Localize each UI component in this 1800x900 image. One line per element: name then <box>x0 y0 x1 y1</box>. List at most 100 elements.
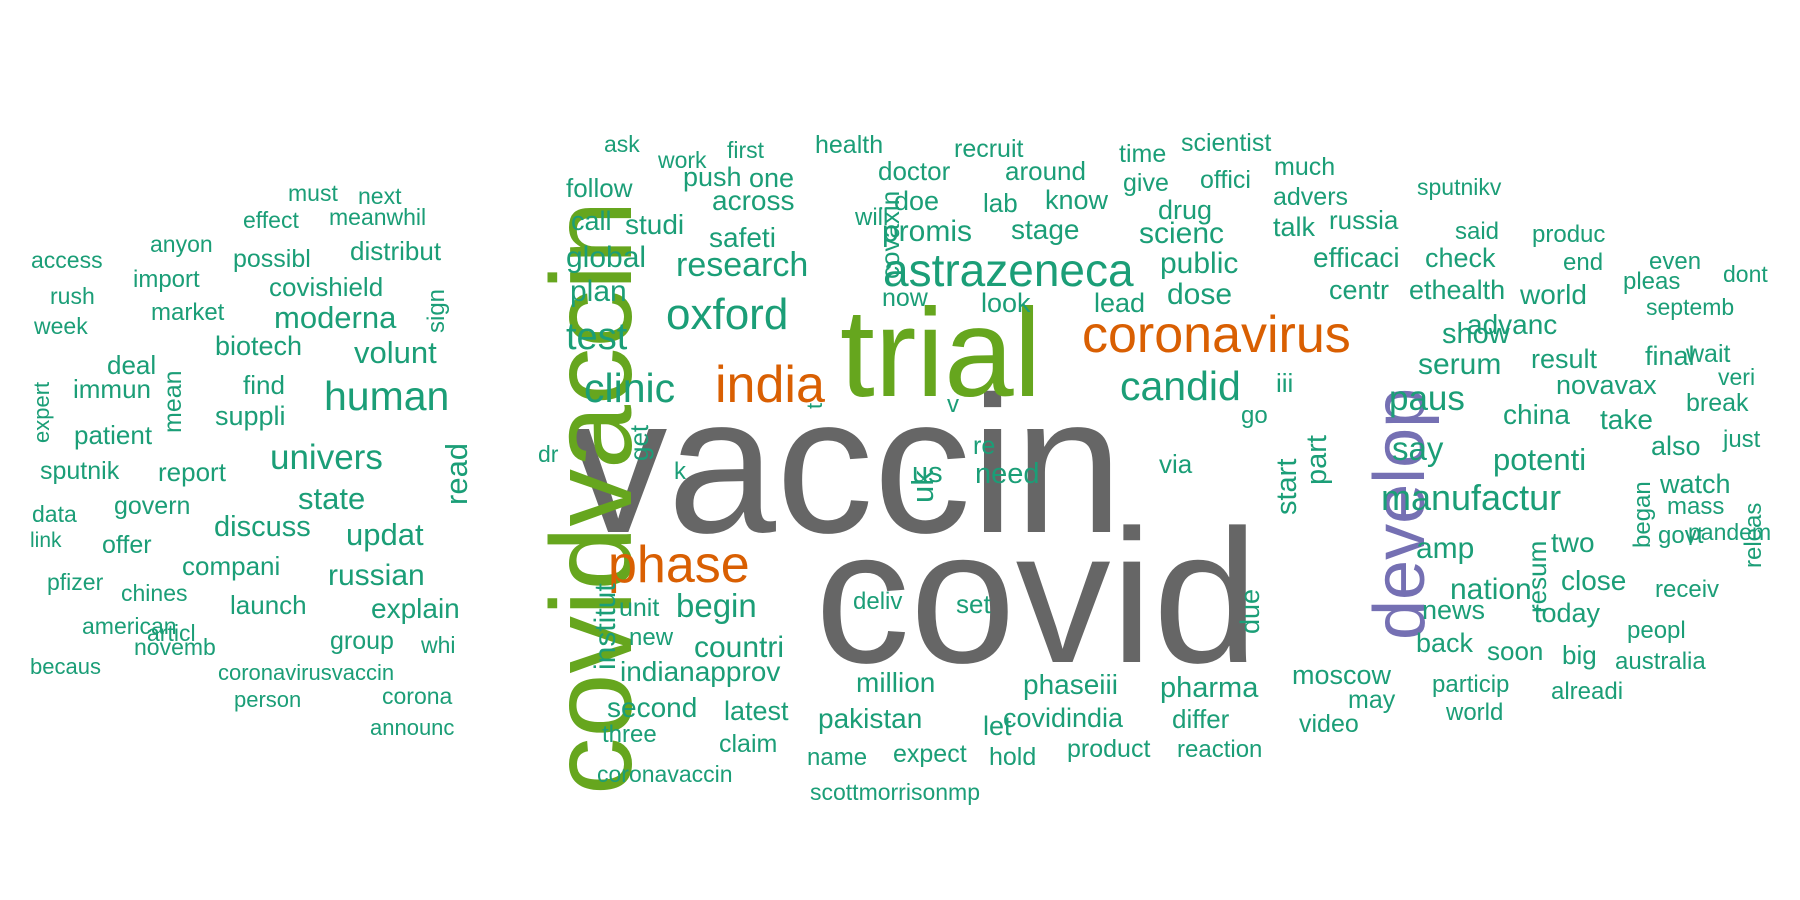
word-cloud-word: latest <box>724 695 789 726</box>
word-cloud-word: group <box>330 626 394 655</box>
word-cloud-word: global <box>566 240 647 274</box>
word-cloud-word: immun <box>73 373 152 404</box>
word-cloud-word: even <box>1649 248 1702 276</box>
word-cloud-word: lab <box>983 187 1018 218</box>
word-cloud-word: need <box>975 458 1040 491</box>
word-cloud-word: re <box>973 431 996 460</box>
word-cloud-word: recruit <box>954 134 1024 163</box>
word-cloud-word: india <box>715 356 825 415</box>
word-cloud-word: part <box>1300 435 1333 485</box>
word-cloud-word: read <box>439 442 475 505</box>
word-cloud-word: updat <box>346 516 424 552</box>
word-cloud-word: today <box>1534 597 1601 628</box>
word-cloud-word: look <box>981 287 1031 318</box>
word-cloud-word: claim <box>719 729 778 758</box>
word-cloud-word: world <box>1520 279 1587 311</box>
word-cloud-word: pleas <box>1623 268 1681 296</box>
word-cloud-word: one <box>749 162 795 193</box>
word-cloud-word: watch <box>1660 468 1731 499</box>
word-cloud-word: veri <box>1718 364 1756 391</box>
word-cloud-word: septemb <box>1646 294 1735 321</box>
word-cloud-word: give <box>1123 168 1169 197</box>
word-cloud-word: new <box>629 624 674 652</box>
word-cloud-word: end <box>1563 249 1604 277</box>
word-cloud-word: discuss <box>214 511 311 544</box>
word-cloud-word: novemb <box>134 634 216 661</box>
word-cloud-word: us <box>912 457 943 490</box>
word-cloud-word: news <box>1422 594 1486 625</box>
word-cloud-word: possibl <box>233 244 311 273</box>
word-cloud-word: trial <box>840 283 1042 423</box>
word-cloud-word: wait <box>1686 339 1731 368</box>
word-cloud-word: countri <box>694 630 785 664</box>
word-cloud-word: across <box>712 185 795 217</box>
word-cloud-word: american <box>82 613 177 640</box>
word-cloud-word: safeti <box>709 222 776 254</box>
word-cloud-word: clinic <box>584 365 676 412</box>
word-cloud-word: video <box>1299 709 1359 738</box>
word-cloud-word: data <box>32 501 77 528</box>
word-cloud-word: dr <box>538 441 559 468</box>
word-cloud-word: australia <box>1615 648 1706 676</box>
word-cloud-word: covid <box>815 490 1259 703</box>
word-cloud-word: becaus <box>30 653 101 679</box>
word-cloud-word: offer <box>102 530 152 559</box>
word-cloud-word: rush <box>50 283 95 310</box>
word-cloud-word: also <box>1651 430 1701 461</box>
word-cloud-word: sign <box>423 288 451 333</box>
word-cloud-word: around <box>1005 155 1086 186</box>
word-cloud-word: stage <box>1011 214 1080 246</box>
word-cloud-word: russian <box>328 558 425 592</box>
word-cloud-word: break <box>1686 388 1749 417</box>
word-cloud-word: access <box>31 247 103 274</box>
word-cloud-word: unit <box>619 593 660 622</box>
word-cloud-word: link <box>30 528 62 552</box>
word-cloud-word: centr <box>1329 274 1390 305</box>
word-cloud-word: peopl <box>1627 617 1686 645</box>
word-cloud-word: whi <box>421 632 456 659</box>
word-cloud-word: sputnikv <box>1417 174 1502 201</box>
word-cloud-word: two <box>1551 527 1595 559</box>
word-cloud-word: product <box>1067 734 1151 763</box>
word-cloud-word: said <box>1455 218 1500 246</box>
word-cloud-word: biotech <box>215 330 303 361</box>
word-cloud-word: anyon <box>150 231 213 258</box>
word-cloud-word: astrazeneca <box>883 244 1134 297</box>
word-cloud-word: govern <box>114 491 191 520</box>
word-cloud-word: human <box>324 373 450 420</box>
word-cloud-word: meanwhil <box>329 204 427 231</box>
word-cloud-word: expert <box>29 381 55 443</box>
word-cloud-word: efficaci <box>1313 242 1400 274</box>
word-cloud-word: test <box>566 316 628 359</box>
word-cloud-word: differ <box>1172 703 1230 734</box>
word-cloud-word: set <box>956 588 991 619</box>
word-cloud-word: report <box>158 456 226 487</box>
word-cloud-word: expect <box>893 739 967 768</box>
word-cloud-word: follow <box>566 172 633 203</box>
word-cloud-word: show <box>1442 318 1510 351</box>
word-cloud-word: paus <box>1389 378 1465 418</box>
word-cloud-word: reaction <box>1177 736 1263 764</box>
word-cloud-word: now <box>882 283 928 312</box>
word-cloud-word: covishield <box>269 271 384 302</box>
word-cloud-word: get <box>623 424 654 461</box>
word-cloud-word: coronavirusvaccin <box>218 659 395 685</box>
word-cloud-word: import <box>133 266 200 294</box>
word-cloud-word: scienc <box>1139 216 1225 250</box>
word-cloud-word: amp <box>1416 531 1475 565</box>
word-cloud-word: lead <box>1094 287 1146 318</box>
word-cloud-word: institut <box>589 583 623 670</box>
word-cloud-word: plan <box>570 274 627 308</box>
word-cloud-word: receiv <box>1655 576 1720 604</box>
word-cloud-word: know <box>1045 184 1109 215</box>
word-cloud-word: explain <box>371 593 460 625</box>
word-cloud-word: will <box>855 204 889 232</box>
word-cloud-word: coronavirus <box>1082 306 1351 365</box>
word-cloud-word: world <box>1446 699 1504 727</box>
word-cloud-word: began <box>1629 481 1657 548</box>
word-cloud-word: much <box>1274 152 1336 181</box>
word-cloud-word: potenti <box>1493 441 1587 477</box>
word-cloud-word: pandem <box>1688 519 1772 546</box>
word-cloud-word: studi <box>625 209 685 241</box>
